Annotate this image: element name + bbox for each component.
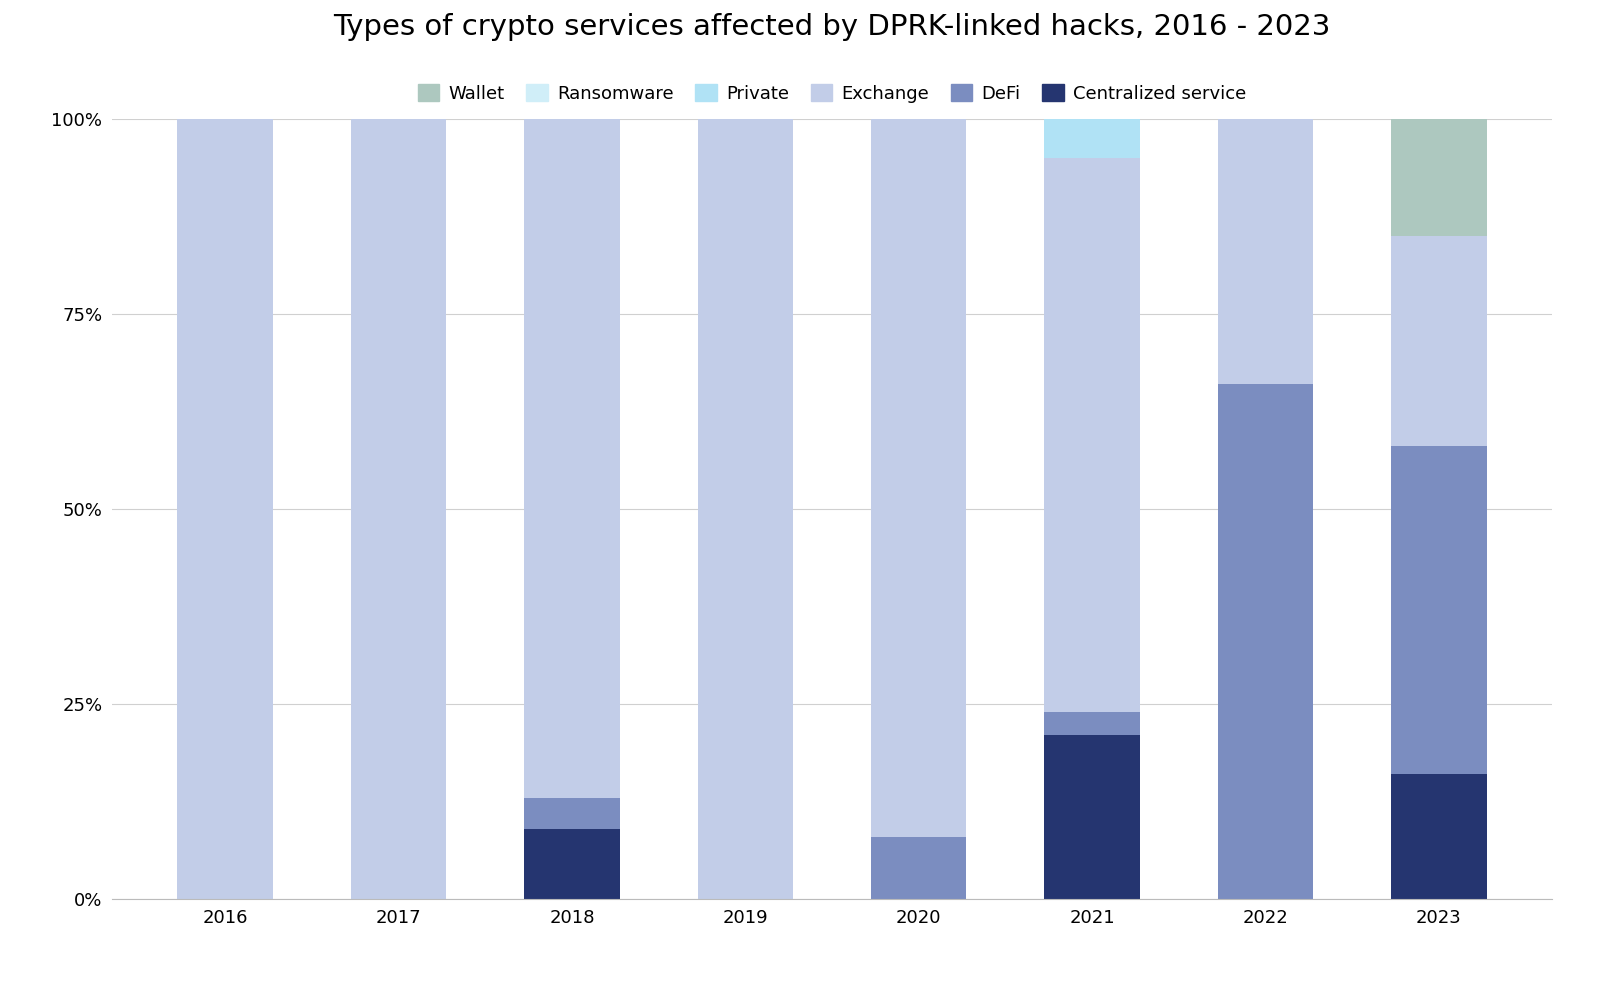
Bar [698, 119, 794, 899]
Title: Types of crypto services affected by DPRK-linked hacks, 2016 - 2023: Types of crypto services affected by DPR… [333, 13, 1331, 41]
Bar [350, 119, 446, 899]
Bar [1390, 447, 1486, 775]
Bar [1218, 384, 1314, 899]
Bar [1390, 119, 1486, 236]
Bar [1390, 775, 1486, 899]
Bar [525, 797, 619, 829]
Bar [525, 829, 619, 899]
Bar [1045, 735, 1139, 899]
Bar [1390, 236, 1486, 447]
Bar [870, 119, 966, 837]
Bar [178, 119, 274, 899]
Bar [1045, 119, 1139, 158]
Bar [870, 837, 966, 899]
Bar [1218, 119, 1314, 384]
Bar [1045, 158, 1139, 711]
Bar [525, 119, 619, 797]
Bar [1045, 711, 1139, 735]
Legend: Wallet, Ransomware, Private, Exchange, DeFi, Centralized service: Wallet, Ransomware, Private, Exchange, D… [411, 77, 1253, 110]
